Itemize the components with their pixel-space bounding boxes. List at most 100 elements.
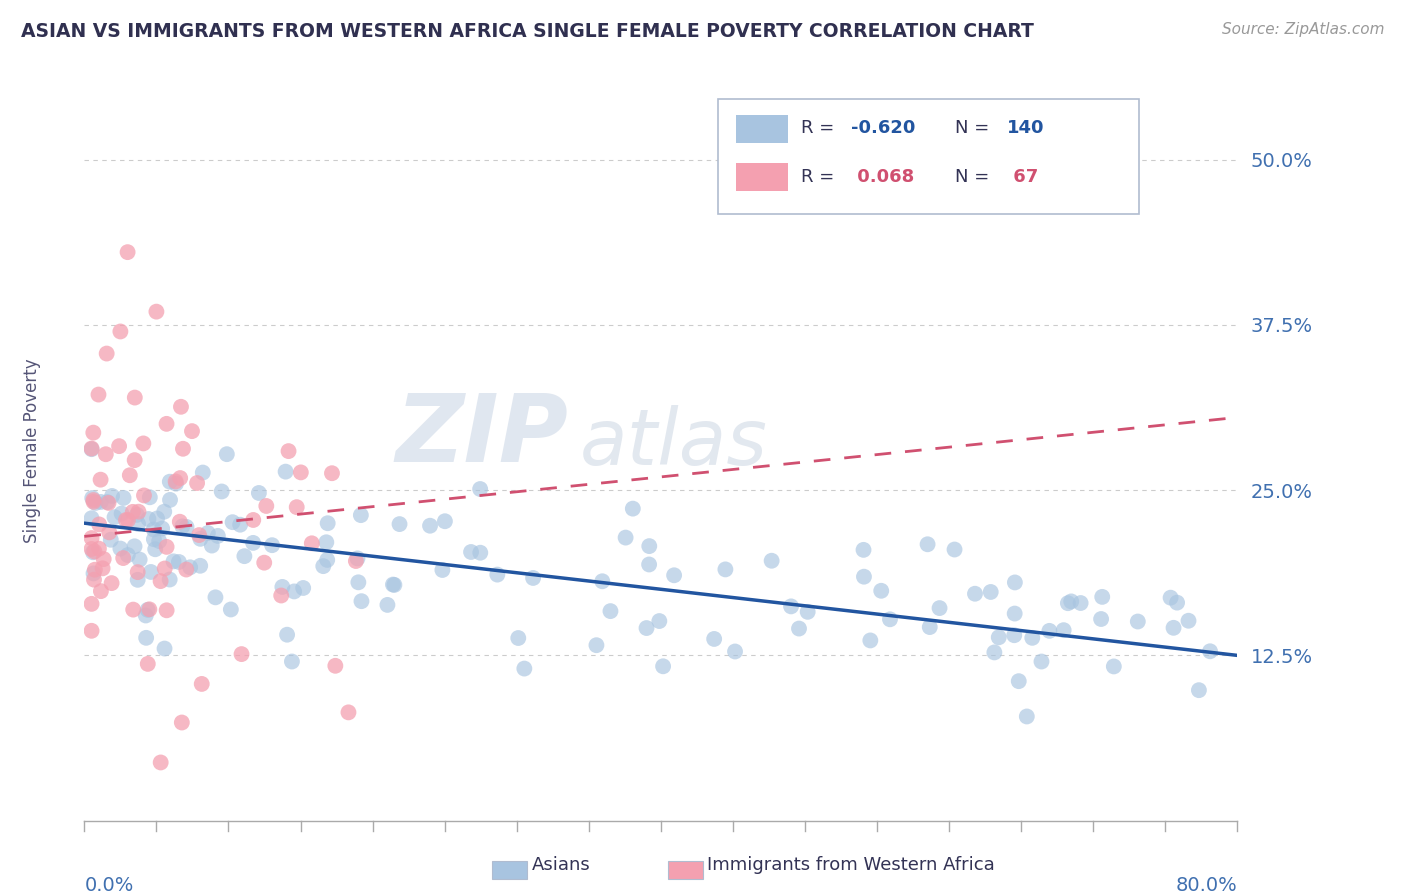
Point bbox=[100, 576, 122, 591]
Point bbox=[1004, 575, 1026, 590]
Point bbox=[190, 677, 212, 691]
Point bbox=[1015, 709, 1038, 723]
Point bbox=[188, 558, 211, 573]
Point bbox=[162, 554, 184, 568]
Point bbox=[124, 539, 146, 553]
Point bbox=[315, 535, 337, 549]
Point bbox=[110, 507, 132, 521]
Point bbox=[599, 604, 621, 618]
Point bbox=[165, 475, 187, 489]
Point bbox=[172, 519, 194, 533]
Point bbox=[787, 622, 810, 636]
Point bbox=[110, 325, 132, 339]
Point bbox=[852, 542, 875, 557]
Point bbox=[127, 516, 149, 531]
Point bbox=[870, 583, 893, 598]
Point bbox=[652, 659, 675, 673]
Point bbox=[290, 466, 312, 480]
Point bbox=[486, 567, 509, 582]
Point bbox=[277, 444, 299, 458]
Point bbox=[170, 715, 193, 730]
Point bbox=[153, 561, 176, 575]
Point bbox=[201, 539, 224, 553]
Point bbox=[983, 645, 1005, 659]
Point bbox=[97, 496, 120, 510]
Point bbox=[585, 638, 607, 652]
Point bbox=[513, 662, 536, 676]
Point bbox=[127, 573, 149, 587]
Point bbox=[928, 601, 950, 615]
Point bbox=[276, 628, 298, 642]
Point bbox=[215, 447, 238, 461]
Point bbox=[128, 552, 150, 566]
Point bbox=[169, 471, 191, 485]
Point bbox=[796, 605, 818, 619]
Point bbox=[271, 580, 294, 594]
Point bbox=[347, 575, 370, 590]
Point bbox=[221, 515, 243, 529]
Point bbox=[191, 466, 214, 480]
Point bbox=[377, 598, 399, 612]
Point bbox=[943, 542, 966, 557]
Point bbox=[136, 603, 159, 617]
Point bbox=[242, 536, 264, 550]
Point bbox=[233, 549, 256, 564]
Point bbox=[125, 508, 148, 522]
Point bbox=[153, 641, 176, 656]
Bar bbox=[735, 115, 787, 144]
Point bbox=[82, 493, 104, 508]
Point bbox=[82, 545, 104, 559]
Point bbox=[274, 465, 297, 479]
Point bbox=[90, 495, 112, 509]
Point bbox=[1057, 596, 1080, 610]
Point bbox=[150, 522, 173, 536]
Point bbox=[285, 500, 308, 515]
Point bbox=[292, 581, 315, 595]
Point bbox=[470, 482, 492, 496]
Point bbox=[186, 476, 208, 491]
Point bbox=[139, 490, 162, 504]
Point bbox=[1060, 594, 1083, 608]
Point bbox=[139, 565, 162, 579]
Point bbox=[1166, 596, 1188, 610]
Point bbox=[110, 541, 132, 556]
Point bbox=[138, 602, 160, 616]
Point bbox=[470, 546, 492, 560]
Point bbox=[301, 536, 323, 550]
Point bbox=[83, 563, 105, 577]
Text: N =: N = bbox=[955, 168, 995, 186]
Point bbox=[917, 537, 939, 551]
Point bbox=[780, 599, 803, 614]
Point bbox=[118, 468, 141, 483]
Text: 67: 67 bbox=[1007, 168, 1038, 186]
Point bbox=[83, 495, 105, 509]
Point bbox=[165, 476, 187, 491]
Point bbox=[254, 499, 277, 513]
Point bbox=[80, 541, 103, 556]
Text: ZIP: ZIP bbox=[395, 390, 568, 482]
Point bbox=[207, 529, 229, 543]
Point bbox=[1004, 607, 1026, 621]
Point bbox=[1070, 596, 1092, 610]
Point bbox=[283, 584, 305, 599]
Point bbox=[156, 603, 179, 617]
Point bbox=[124, 453, 146, 467]
Point bbox=[963, 587, 986, 601]
Point bbox=[879, 612, 901, 626]
Point bbox=[136, 657, 159, 671]
FancyBboxPatch shape bbox=[718, 99, 1139, 213]
Point bbox=[117, 548, 139, 562]
Point bbox=[852, 570, 875, 584]
Point bbox=[648, 614, 671, 628]
Point bbox=[169, 515, 191, 529]
Point bbox=[1031, 655, 1053, 669]
Point bbox=[312, 559, 335, 574]
Point bbox=[153, 505, 176, 519]
Point bbox=[724, 644, 747, 658]
Point bbox=[155, 540, 177, 554]
Text: Source: ZipAtlas.com: Source: ZipAtlas.com bbox=[1222, 22, 1385, 37]
Point bbox=[522, 571, 544, 585]
Point bbox=[108, 439, 131, 453]
Point bbox=[176, 520, 198, 534]
Text: atlas: atlas bbox=[581, 405, 768, 481]
